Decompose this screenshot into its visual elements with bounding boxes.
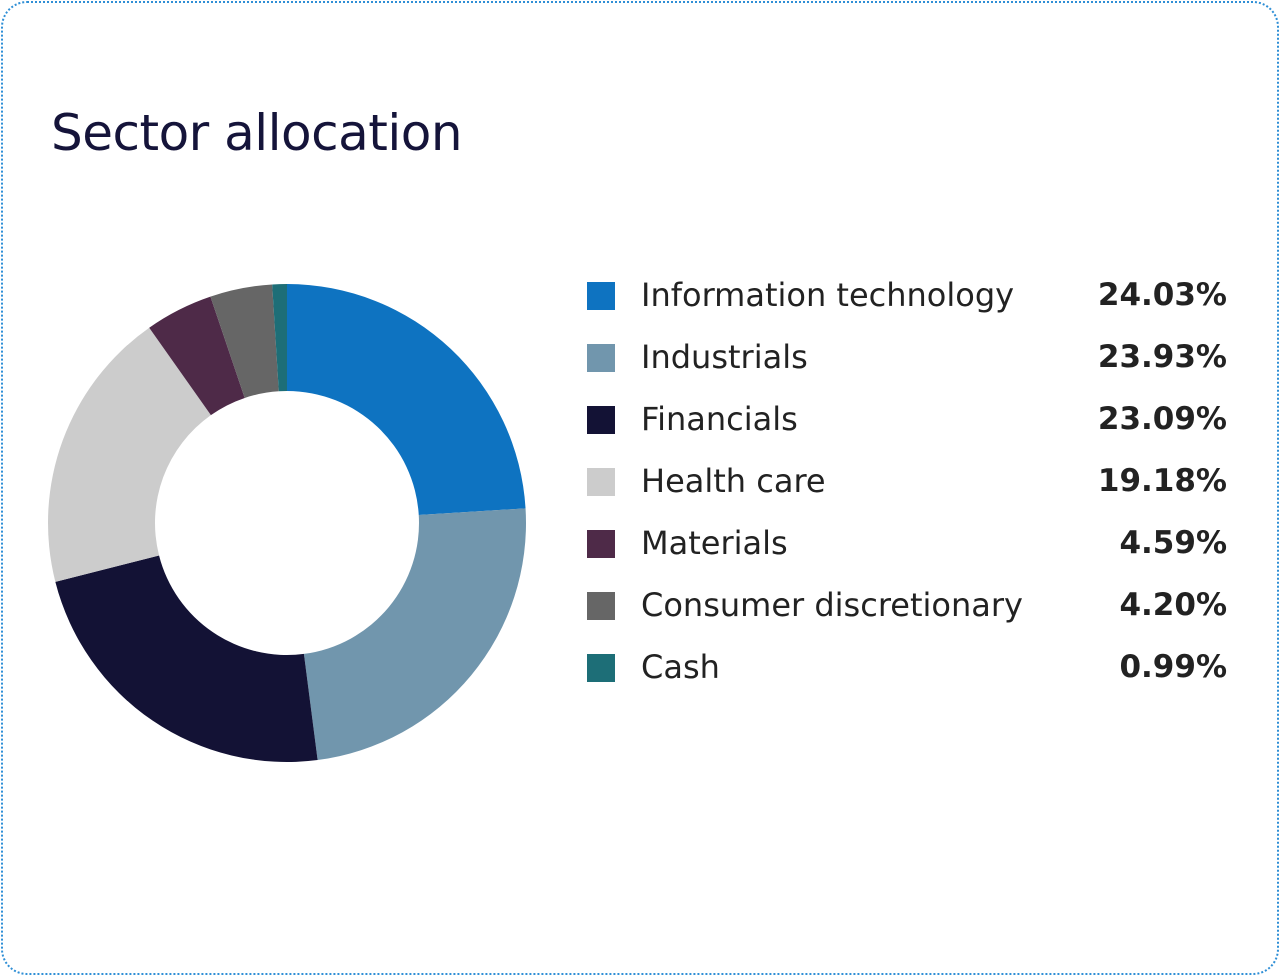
legend-item-cash: Cash 0.99% [587, 639, 1227, 701]
legend-swatch [587, 592, 615, 620]
legend-label: Materials [641, 524, 788, 562]
legend-item-information-technology: Information technology 24.03% [587, 267, 1227, 329]
legend-label: Health care [641, 462, 826, 500]
legend-swatch [587, 406, 615, 434]
legend-swatch [587, 530, 615, 558]
slice-information-technology [287, 284, 526, 515]
legend-value: 4.20% [1119, 587, 1227, 623]
chart-legend: Information technology 24.03% Industrials 2… [587, 267, 1227, 701]
legend-item-materials: Materials 4.59% [587, 515, 1227, 577]
legend-value: 4.59% [1119, 525, 1227, 561]
slice-industrials [303, 508, 526, 761]
legend-label: Industrials [641, 338, 808, 376]
legend-swatch [587, 654, 615, 682]
legend-swatch [587, 468, 615, 496]
legend-label: Consumer discretionary [641, 586, 1023, 624]
chart-title: Sector allocation [51, 104, 463, 162]
legend-value: 23.09% [1097, 401, 1227, 437]
legend-value: 23.93% [1097, 339, 1227, 375]
legend-item-financials: Financials 23.09% [587, 391, 1227, 453]
slice-consumer-discretionary [210, 284, 279, 398]
slice-health-care [47, 327, 211, 582]
legend-item-industrials: Industrials 23.93% [587, 329, 1227, 391]
legend-value: 24.03% [1097, 277, 1227, 313]
legend-item-consumer-discretionary: Consumer discretionary 4.20% [587, 577, 1227, 639]
legend-value: 0.99% [1119, 649, 1227, 685]
legend-swatch [587, 282, 615, 310]
legend-label: Information technology [641, 276, 1015, 314]
slice-materials [149, 296, 245, 416]
legend-label: Cash [641, 648, 720, 686]
donut-chart [47, 284, 526, 762]
slice-financials [55, 555, 318, 762]
donut-slices [47, 284, 526, 762]
legend-value: 19.18% [1097, 463, 1227, 499]
legend-label: Financials [641, 400, 798, 438]
legend-swatch [587, 344, 615, 372]
slice-cash [272, 284, 287, 392]
legend-item-health-care: Health care 19.18% [587, 453, 1227, 515]
